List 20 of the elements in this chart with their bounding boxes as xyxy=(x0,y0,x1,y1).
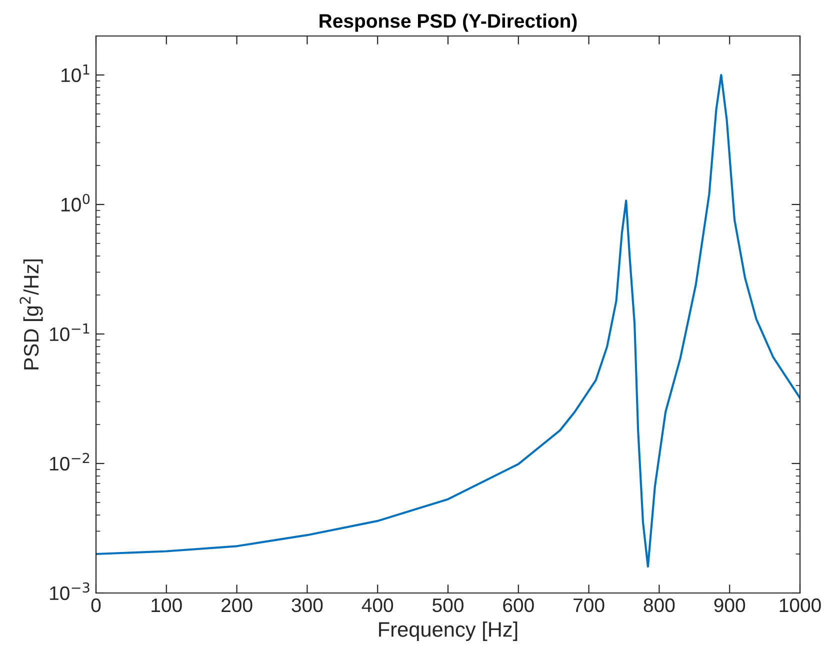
y-tick-label: 10$^{−1}$ xyxy=(50,324,90,342)
x-tick-label: 0 xyxy=(91,598,101,612)
x-tick-label: 200 xyxy=(222,598,252,612)
x-tick-label: 500 xyxy=(432,598,464,612)
y-axis-title: PSD [g$^{2}$/Hz] xyxy=(20,259,43,370)
x-tick-label: 800 xyxy=(644,598,675,612)
x-tick-label: 600 xyxy=(503,598,534,612)
y-tick-label: 10$^{1}$ xyxy=(62,64,90,82)
x-tick-label: 400 xyxy=(362,598,394,612)
line-series xyxy=(96,74,800,568)
y-tick-label: 10$^{0}$ xyxy=(62,194,90,212)
x-axis-title: Frequency [Hz] xyxy=(379,622,518,641)
x-tick-label: 100 xyxy=(152,598,182,612)
x-tick-label: 300 xyxy=(292,598,323,612)
y-tick-label: 10$^{−3}$ xyxy=(50,582,90,600)
chart-title: Response PSD (Y-Direction) xyxy=(320,14,577,32)
x-tick-label: 700 xyxy=(574,598,604,612)
x-tick-label: 1000 xyxy=(780,598,821,612)
y-tick-label: 10$^{−2}$ xyxy=(50,452,90,471)
x-tick-label: 900 xyxy=(714,598,746,612)
